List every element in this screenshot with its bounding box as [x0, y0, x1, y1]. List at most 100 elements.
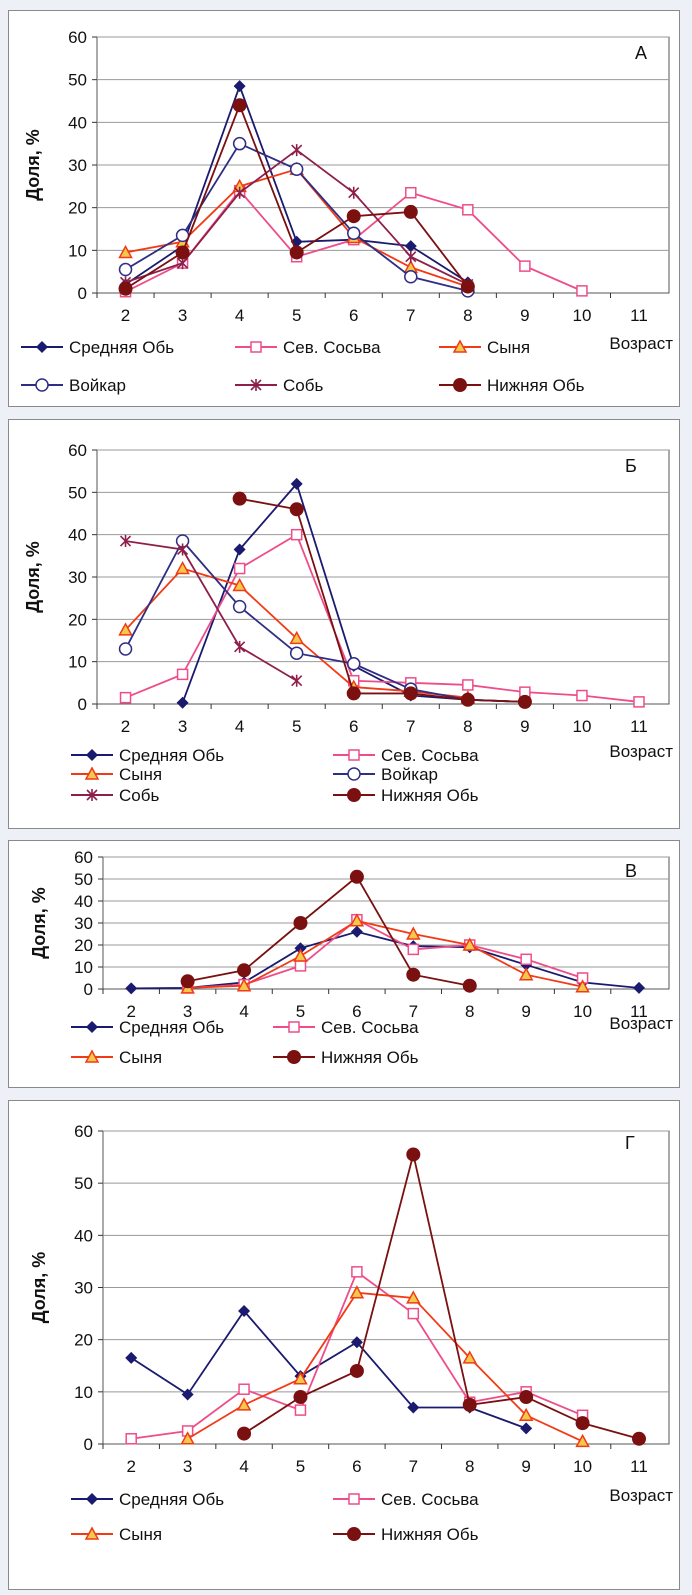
- legend-item: Сев. Сосьва: [333, 1490, 479, 1509]
- x-tick-label: 2: [126, 1457, 135, 1476]
- data-point: [462, 204, 474, 216]
- y-tick-label: 10: [68, 241, 87, 260]
- legend-marker: [453, 378, 467, 392]
- x-tick-label: 5: [296, 1457, 305, 1476]
- data-point: [633, 981, 645, 994]
- data-point: [407, 1307, 420, 1320]
- x-tick-label: 10: [572, 717, 591, 736]
- legend-label: Сев. Сосьва: [283, 338, 381, 357]
- data-point: [348, 186, 360, 199]
- legend-item: Сыня: [439, 338, 530, 357]
- data-point: [291, 144, 303, 157]
- data-point: [519, 1390, 534, 1405]
- y-tick-label: 60: [74, 848, 93, 867]
- x-tick-label: 3: [178, 306, 187, 325]
- series-nizhnyaya_ob: [237, 1147, 646, 1446]
- data-point: [118, 642, 133, 656]
- series-line: [187, 875, 470, 987]
- data-point: [576, 285, 588, 297]
- data-point: [233, 562, 246, 575]
- legend-item: Нижняя Обь: [333, 1525, 479, 1544]
- y-tick-label: 50: [68, 71, 87, 90]
- data-point: [175, 560, 190, 575]
- data-point: [294, 960, 307, 972]
- data-point: [180, 1431, 195, 1445]
- legend-marker: [250, 341, 262, 353]
- data-point: [462, 1350, 478, 1364]
- legend-label: Нижняя Обь: [487, 376, 585, 395]
- y-tick-label: 60: [74, 1122, 93, 1141]
- data-point: [293, 1371, 308, 1385]
- data-point: [350, 925, 363, 938]
- legend-item: Сев. Сосьва: [235, 338, 381, 357]
- data-point: [517, 694, 532, 709]
- y-tick-label: 0: [84, 980, 93, 999]
- legend-item: Сыня: [71, 765, 162, 784]
- x-tick-label: 10: [573, 1002, 592, 1021]
- y-tick-label: 30: [68, 156, 87, 175]
- x-tick-label: 2: [126, 1002, 135, 1021]
- series-sob: [119, 535, 303, 687]
- chart-panel-g: 0 10 20 30 40 50 60 2 3 4 5 6 7 8 9 10 11 Доля, % Возраст Г…: [8, 1100, 680, 1590]
- data-point: [181, 1388, 194, 1401]
- x-tick-label: 9: [520, 306, 529, 325]
- legend-marker: [250, 379, 262, 391]
- legend-marker: [452, 339, 468, 353]
- legend-label: Средняя Обь: [119, 746, 224, 765]
- legend-marker: [86, 749, 98, 761]
- data-point: [232, 491, 247, 506]
- series-synya: [180, 1285, 590, 1448]
- y-tick-label: 20: [68, 610, 87, 629]
- legend-label: Сев. Сосьва: [321, 1018, 419, 1037]
- x-tick-label: 4: [235, 306, 244, 325]
- legend-label: Войкар: [69, 376, 126, 395]
- data-point: [294, 1404, 307, 1416]
- legend-marker: [35, 378, 49, 392]
- data-point: [462, 1397, 477, 1412]
- legend-marker: [84, 1526, 100, 1540]
- data-point: [293, 916, 308, 930]
- series-nizhnyaya_ob: [180, 869, 477, 993]
- x-tick-label: 11: [630, 1002, 648, 1021]
- legend-item: Собь: [71, 786, 159, 805]
- legend-marker: [86, 1493, 98, 1505]
- legend-label: Сыня: [119, 1048, 162, 1067]
- y-tick-label: 60: [68, 441, 87, 460]
- data-point: [232, 98, 247, 113]
- data-point: [118, 281, 133, 296]
- legend-item: Сыня: [71, 1048, 162, 1067]
- data-point: [407, 943, 420, 956]
- y-tick-label: 60: [68, 28, 87, 47]
- data-point: [118, 622, 133, 636]
- data-point: [236, 978, 252, 992]
- legend-marker: [86, 1021, 98, 1033]
- legend-marker: [347, 788, 361, 802]
- chart-v: 0 10 20 30 40 50 60 2 3 4 5 6 7 8 9 10 11 Доля, % Возраст В…: [29, 848, 673, 1067]
- y-tick-label: 0: [78, 284, 87, 303]
- legend-label: Средняя Обь: [119, 1490, 224, 1509]
- data-point: [125, 1351, 138, 1364]
- chart-panel-b: 0 10 20 30 40 50 60 2 3 4 5 6 7 8 9 10 11 Доля, % Возраст Б…: [8, 419, 680, 829]
- data-point: [125, 982, 138, 995]
- y-tick-label: 50: [74, 1174, 93, 1193]
- y-axis-label: Доля, %: [29, 1252, 49, 1324]
- data-point: [460, 692, 475, 707]
- data-point: [346, 657, 361, 671]
- y-tick-label: 0: [84, 1435, 93, 1454]
- data-point: [290, 477, 303, 490]
- x-tick-label: 11: [630, 717, 648, 736]
- x-tick-label: 6: [352, 1002, 361, 1021]
- x-tick-label: 3: [183, 1457, 192, 1476]
- y-axis-label: Доля, %: [23, 129, 43, 201]
- data-point: [462, 937, 478, 951]
- y-axis-label: Доля, %: [29, 887, 49, 959]
- y-tick-label: 40: [68, 113, 87, 132]
- legend-item: Войкар: [333, 765, 438, 784]
- legend-item: Средняя Обь: [71, 1490, 224, 1509]
- y-tick-label: 30: [68, 568, 87, 587]
- legend-item: Средняя Обь: [21, 338, 174, 357]
- data-point: [119, 535, 132, 548]
- x-tick-label: 4: [239, 1002, 248, 1021]
- x-tick-label: 7: [406, 306, 415, 325]
- data-point: [462, 679, 474, 691]
